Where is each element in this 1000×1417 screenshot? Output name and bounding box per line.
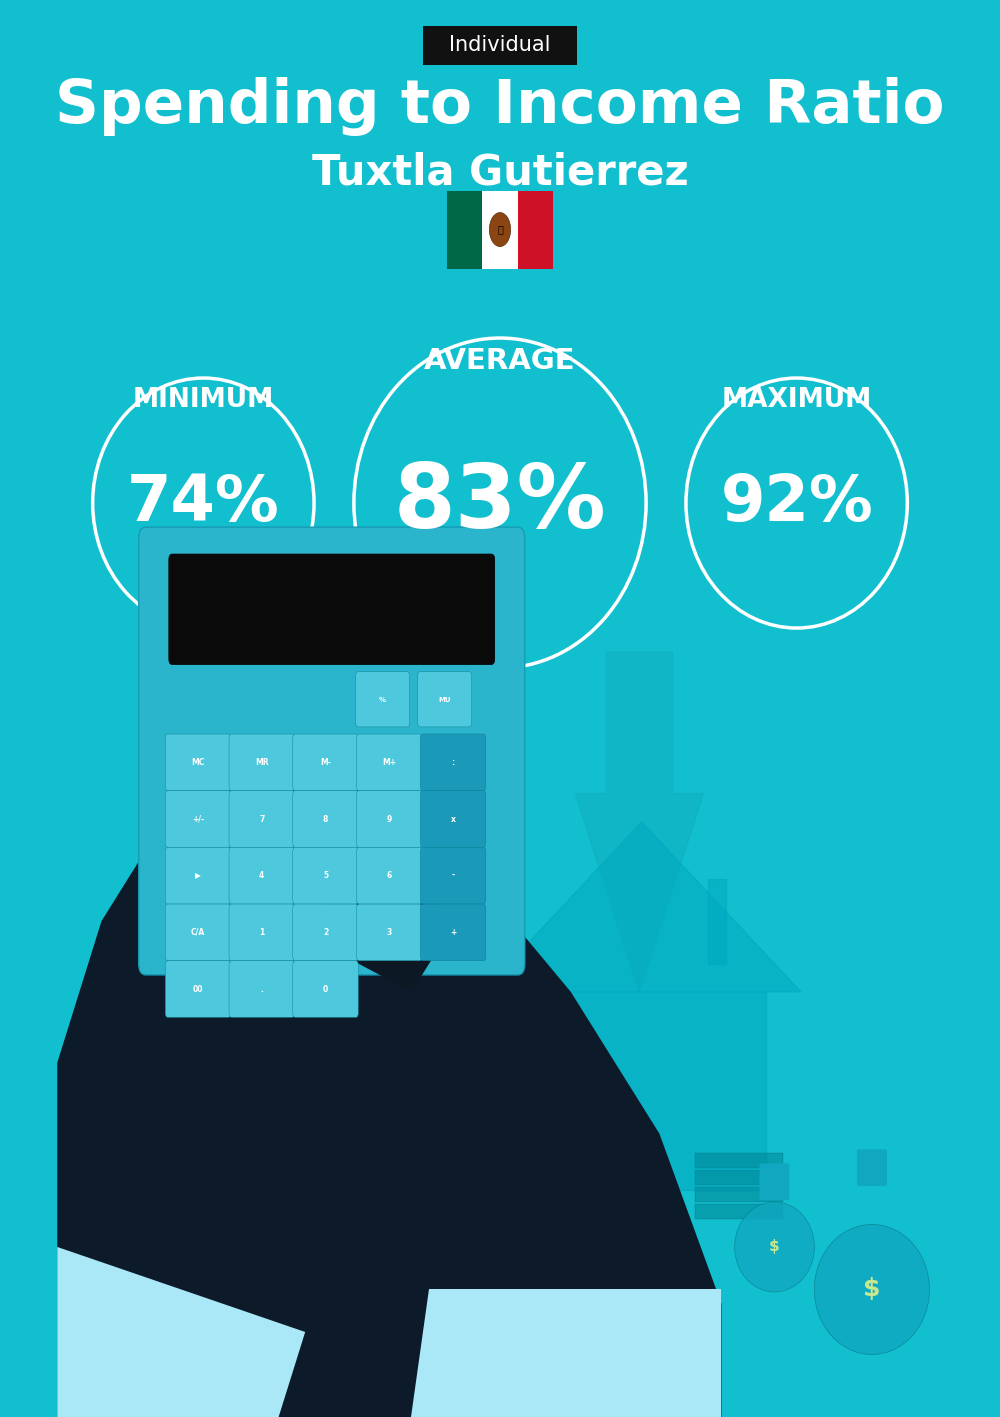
FancyBboxPatch shape [229,734,295,791]
Text: 🦅: 🦅 [497,224,503,235]
Text: 1: 1 [259,928,264,937]
FancyBboxPatch shape [695,1170,783,1185]
Text: 2: 2 [323,928,328,937]
Text: ▶: ▶ [195,871,201,880]
FancyBboxPatch shape [482,191,518,269]
Polygon shape [482,822,801,992]
FancyBboxPatch shape [695,1204,783,1219]
Polygon shape [279,907,721,1417]
Text: 5: 5 [323,871,328,880]
Polygon shape [518,992,766,1190]
Circle shape [489,213,511,247]
Text: Individual: Individual [449,35,551,55]
Polygon shape [57,765,429,1417]
FancyBboxPatch shape [229,791,295,847]
Text: 83%: 83% [394,459,606,547]
Polygon shape [323,850,447,992]
FancyBboxPatch shape [695,1153,783,1168]
FancyBboxPatch shape [857,1149,887,1186]
Ellipse shape [814,1224,929,1355]
Polygon shape [305,652,438,992]
Text: 9: 9 [387,815,392,823]
Text: 74%: 74% [127,472,280,534]
FancyBboxPatch shape [357,791,422,847]
FancyBboxPatch shape [357,847,422,904]
Text: MU: MU [438,697,451,703]
Text: 4: 4 [259,871,264,880]
FancyBboxPatch shape [165,847,231,904]
Text: C/A: C/A [191,928,205,937]
Text: AVERAGE: AVERAGE [424,347,576,376]
Text: M+: M+ [382,758,396,767]
FancyBboxPatch shape [293,904,358,961]
FancyBboxPatch shape [165,734,231,791]
FancyBboxPatch shape [695,1187,783,1202]
FancyBboxPatch shape [229,904,295,961]
Text: 0: 0 [323,985,328,993]
FancyBboxPatch shape [293,961,358,1017]
FancyBboxPatch shape [447,191,482,269]
Text: .: . [260,985,263,993]
FancyBboxPatch shape [423,26,577,65]
Text: MR: MR [255,758,269,767]
FancyBboxPatch shape [420,734,486,791]
Text: Tuxtla Gutierrez: Tuxtla Gutierrez [312,152,688,194]
Text: +/-: +/- [192,815,204,823]
Polygon shape [57,1247,305,1417]
Text: 00: 00 [193,985,203,993]
Text: :: : [452,758,455,767]
Polygon shape [593,1077,620,1190]
Text: -: - [452,871,455,880]
Text: M-: M- [320,758,331,767]
Text: Spending to Income Ratio: Spending to Income Ratio [55,77,945,136]
Text: +: + [450,928,456,937]
Text: 8: 8 [323,815,328,823]
FancyBboxPatch shape [357,904,422,961]
Text: %: % [379,697,386,703]
Text: 92%: 92% [720,472,873,534]
Polygon shape [708,879,726,964]
FancyBboxPatch shape [293,734,358,791]
FancyBboxPatch shape [139,527,525,975]
Text: MINIMUM: MINIMUM [133,387,274,412]
FancyBboxPatch shape [229,847,295,904]
Text: $: $ [863,1278,881,1301]
Text: $: $ [769,1240,780,1254]
FancyBboxPatch shape [169,554,495,665]
Text: x: x [451,815,456,823]
FancyBboxPatch shape [518,191,553,269]
FancyBboxPatch shape [420,847,486,904]
Text: 6: 6 [387,871,392,880]
FancyBboxPatch shape [418,672,472,727]
FancyBboxPatch shape [420,791,486,847]
Text: MAXIMUM: MAXIMUM [722,387,872,412]
FancyBboxPatch shape [420,904,486,961]
Polygon shape [411,1289,721,1417]
FancyBboxPatch shape [759,1163,790,1200]
FancyBboxPatch shape [229,961,295,1017]
FancyBboxPatch shape [165,791,231,847]
Polygon shape [575,652,704,992]
FancyBboxPatch shape [165,961,231,1017]
Ellipse shape [735,1202,814,1292]
Text: 3: 3 [387,928,392,937]
FancyBboxPatch shape [293,847,358,904]
Text: 7: 7 [259,815,264,823]
FancyBboxPatch shape [356,672,410,727]
FancyBboxPatch shape [293,791,358,847]
FancyBboxPatch shape [165,904,231,961]
Text: MC: MC [191,758,205,767]
FancyBboxPatch shape [357,734,422,791]
